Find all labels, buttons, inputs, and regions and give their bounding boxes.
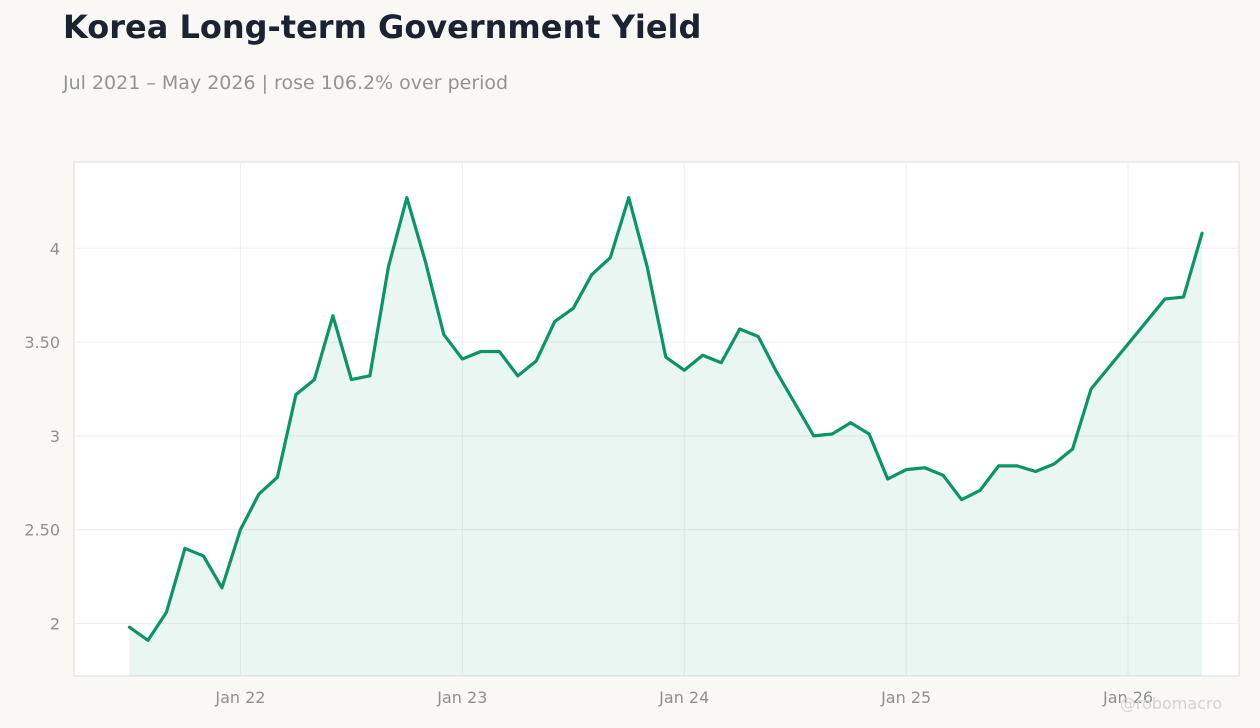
data-point [220, 586, 224, 590]
data-point [1182, 295, 1186, 299]
y-tick-label: 2 [50, 614, 60, 633]
watermark: @robomacro [1119, 694, 1222, 713]
data-point [201, 554, 205, 558]
plot-area [73, 161, 1240, 677]
data-point [978, 488, 982, 492]
x-tick-label: Jan 22 [214, 688, 265, 707]
data-point [1108, 364, 1112, 368]
data-point [294, 393, 298, 397]
data-point [664, 355, 668, 359]
data-point [460, 357, 464, 361]
grid-lines [74, 162, 1239, 676]
data-point [1126, 342, 1130, 346]
x-tick-label: Jan 24 [658, 688, 709, 707]
data-point [830, 432, 834, 436]
data-point [941, 473, 945, 477]
series-line [127, 196, 1204, 642]
data-point [867, 432, 871, 436]
data-point [960, 498, 964, 502]
data-point [738, 327, 742, 331]
area-layer [129, 197, 1203, 676]
data-point [479, 349, 483, 353]
data-point [368, 374, 372, 378]
data-point [442, 333, 446, 337]
data-point [405, 196, 409, 200]
data-point [1163, 297, 1167, 301]
chart-subtitle: Jul 2021 – May 2026 | rose 106.2% over p… [63, 72, 509, 94]
data-point [553, 319, 557, 323]
series-area [129, 197, 1203, 676]
data-point [1200, 231, 1204, 235]
data-point [312, 378, 316, 382]
y-tick-label: 3 [50, 427, 60, 446]
y-tick-label: 2.50 [24, 521, 60, 540]
data-point [423, 259, 427, 263]
data-point [886, 477, 890, 481]
data-point [1071, 447, 1075, 451]
data-point [127, 625, 131, 629]
data-point [627, 196, 631, 200]
data-point [608, 256, 612, 260]
data-point [1015, 464, 1019, 468]
x-axis-ticks: Jan 22 Jan 23 Jan 24 Jan 25 Jan 26 [214, 688, 1153, 707]
data-point [1052, 462, 1056, 466]
data-point [534, 359, 538, 363]
data-point [275, 475, 279, 479]
data-point [997, 464, 1001, 468]
data-point [349, 378, 353, 382]
data-point [386, 265, 390, 269]
data-point [775, 370, 779, 374]
data-point [516, 374, 520, 378]
chart-title: Korea Long-term Government Yield [63, 8, 702, 46]
data-point [812, 434, 816, 438]
data-point [923, 466, 927, 470]
data-point [1034, 470, 1038, 474]
data-point [682, 368, 686, 372]
y-axis-ticks: 2 2.50 3 3.50 4 [24, 239, 60, 633]
data-point [645, 265, 649, 269]
data-point [146, 638, 150, 642]
y-tick-label: 4 [50, 239, 60, 258]
data-point [164, 610, 168, 614]
data-point [1089, 387, 1093, 391]
data-point [571, 306, 575, 310]
data-point [701, 353, 705, 357]
data-point [793, 402, 797, 406]
data-point [590, 273, 594, 277]
data-point [904, 468, 908, 472]
data-point [331, 314, 335, 318]
data-point [849, 421, 853, 425]
x-tick-label: Jan 25 [880, 688, 931, 707]
data-point [183, 546, 187, 550]
data-point [257, 492, 261, 496]
data-point [756, 334, 760, 338]
x-tick-label: Jan 23 [436, 688, 487, 707]
data-point [238, 528, 242, 532]
data-point [1145, 319, 1149, 323]
y-tick-label: 3.50 [24, 333, 60, 352]
x-tick-label: Jan 26 [1102, 688, 1153, 707]
data-point [497, 349, 501, 353]
data-point [719, 361, 723, 365]
line-layer [127, 196, 1204, 642]
